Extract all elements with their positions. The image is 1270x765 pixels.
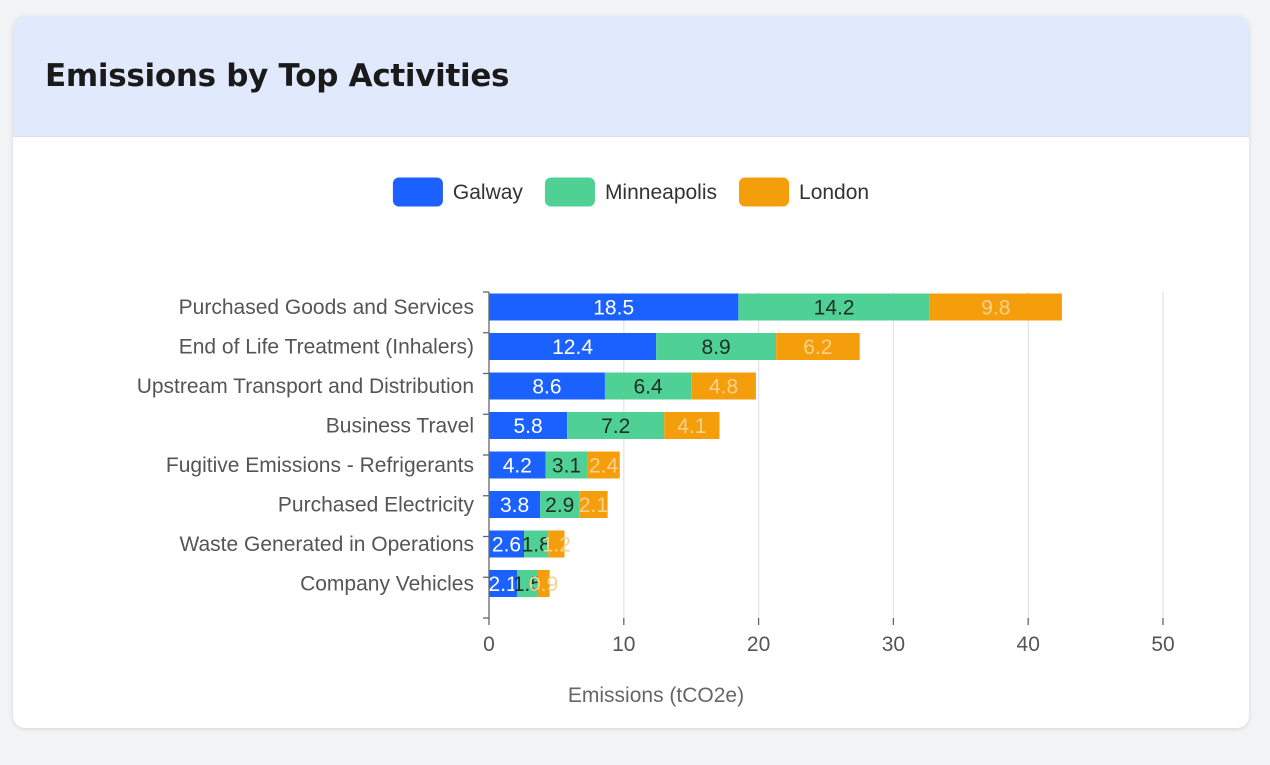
bar-group-business-travel: 5.8 7.2 4.1 xyxy=(489,412,720,439)
y-tick-label-purchased-goods-and-services: Purchased Goods and Services xyxy=(179,296,474,319)
x-axis: 0 10 20 30 40 50 xyxy=(483,618,1175,656)
bar-minneapolis-fugitive-emissions-refrigerants[interactable] xyxy=(545,451,588,479)
bar-group-fugitive-emissions-refrigerants: 4.2 3.1 2.4 xyxy=(489,451,620,479)
bar-london-fugitive-emissions-refrigerants[interactable] xyxy=(587,451,620,479)
data-label-galway-purchased-electricity: 3.8 xyxy=(500,494,529,517)
data-label-minneapolis-purchased-goods-and-services: 14.2 xyxy=(814,297,855,320)
y-tick-label-fugitive-emissions-refrigerants: Fugitive Emissions - Refrigerants xyxy=(166,454,474,477)
bar-group-purchased-electricity: 3.8 2.9 2.1 xyxy=(489,491,608,518)
y-tick-label-company-vehicles: Company Vehicles xyxy=(300,573,474,596)
bar-galway-waste-generated-in-operations[interactable] xyxy=(489,530,525,558)
bar-london-business-travel[interactable] xyxy=(664,412,720,439)
data-label-galway-purchased-goods-and-services: 18.5 xyxy=(593,297,634,320)
bar-london-purchased-goods-and-services[interactable] xyxy=(929,293,1062,321)
chart-card: Emissions by Top Activities Galway Minnea… xyxy=(13,16,1249,728)
y-tick-label-business-travel: Business Travel xyxy=(326,415,474,438)
bar-galway-company-vehicles[interactable] xyxy=(489,570,518,597)
data-label-minneapolis-business-travel: 7.2 xyxy=(601,415,630,438)
bar-galway-purchased-electricity[interactable] xyxy=(489,491,541,518)
chart-bars: 18.5 14.2 9.8 12.4 8.9 6.2 8.6 6.4 4.8 5.8 7.2 4.1 4… xyxy=(489,293,1062,597)
data-label-minneapolis-purchased-electricity: 2.9 xyxy=(545,494,574,517)
bar-galway-business-travel[interactable] xyxy=(489,412,568,439)
data-label-london-end-of-life-treatment-inhalers: 6.2 xyxy=(803,336,832,359)
bar-minneapolis-waste-generated-in-operations[interactable] xyxy=(524,530,549,558)
bar-galway-fugitive-emissions-refrigerants[interactable] xyxy=(489,451,546,479)
legend-item-london[interactable]: London xyxy=(739,177,869,207)
bar-london-upstream-transport-and-distribution[interactable] xyxy=(691,372,756,400)
y-tick-label-purchased-electricity: Purchased Electricity xyxy=(278,494,475,517)
data-label-galway-end-of-life-treatment-inhalers: 12.4 xyxy=(552,336,593,359)
bar-london-company-vehicles[interactable] xyxy=(537,570,550,597)
x-tick-label-40: 40 xyxy=(1017,633,1040,656)
data-label-london-fugitive-emissions-refrigerants: 2.4 xyxy=(589,455,619,478)
bar-galway-purchased-goods-and-services[interactable] xyxy=(489,293,739,321)
x-tick-label-20: 20 xyxy=(747,633,770,656)
data-label-galway-waste-generated-in-operations: 2.6 xyxy=(492,534,521,557)
bar-galway-end-of-life-treatment-inhalers[interactable] xyxy=(489,333,657,360)
data-label-galway-fugitive-emissions-refrigerants: 4.2 xyxy=(503,455,532,478)
bar-minneapolis-business-travel[interactable] xyxy=(567,412,665,439)
y-axis: Purchased Goods and Services End of Life … xyxy=(137,291,490,619)
data-label-galway-upstream-transport-and-distribution: 8.6 xyxy=(532,376,561,399)
stacked-bar-chart: Galway Minneapolis London 18.5 14.2 9.8 12.4 8… xyxy=(137,177,1175,707)
data-label-london-business-travel: 4.1 xyxy=(677,415,706,438)
data-label-minneapolis-end-of-life-treatment-inhalers: 8.9 xyxy=(702,336,731,359)
x-tick-label-10: 10 xyxy=(612,633,635,656)
x-axis-label: Emissions (tCO2e) xyxy=(568,684,744,707)
bar-minneapolis-end-of-life-treatment-inhalers[interactable] xyxy=(656,333,777,360)
data-label-minneapolis-waste-generated-in-operations: 1.8 xyxy=(522,534,551,557)
bar-galway-upstream-transport-and-distribution[interactable] xyxy=(489,372,605,400)
bar-group-purchased-goods-and-services: 18.5 14.2 9.8 xyxy=(489,293,1062,321)
data-label-london-upstream-transport-and-distribution: 4.8 xyxy=(709,376,738,399)
legend-item-minneapolis[interactable]: Minneapolis xyxy=(544,177,717,207)
card-header: Emissions by Top Activities xyxy=(13,16,1249,137)
data-label-london-waste-generated-in-operations: 1.2 xyxy=(542,534,571,557)
data-label-galway-business-travel: 5.8 xyxy=(513,415,542,438)
data-label-london-company-vehicles: 0.9 xyxy=(529,573,558,596)
data-label-minneapolis-fugitive-emissions-refrigerants: 3.1 xyxy=(552,455,581,478)
data-label-london-purchased-electricity: 2.1 xyxy=(579,494,608,517)
bar-group-company-vehicles: 2.11.50.9 xyxy=(489,570,558,597)
bar-group-end-of-life-treatment-inhalers: 12.4 8.9 6.2 xyxy=(489,333,860,360)
bar-london-end-of-life-treatment-inhalers[interactable] xyxy=(776,333,860,360)
bar-group-upstream-transport-and-distribution: 8.6 6.4 4.8 xyxy=(489,372,756,400)
legend-label-minneapolis: Minneapolis xyxy=(605,181,717,204)
bar-london-waste-generated-in-operations[interactable] xyxy=(548,530,565,558)
bar-minneapolis-company-vehicles[interactable] xyxy=(517,570,538,597)
legend-swatch-minneapolis xyxy=(544,177,595,207)
data-label-minneapolis-upstream-transport-and-distribution: 6.4 xyxy=(633,376,663,399)
card-title: Emissions by Top Activities xyxy=(45,58,510,94)
legend-label-london: London xyxy=(799,181,869,204)
chart-area: Galway Minneapolis London 18.5 14.2 9.8 12.4 8… xyxy=(13,138,1249,728)
x-tick-label-0: 0 xyxy=(483,633,495,656)
data-label-minneapolis-company-vehicles: 1.5 xyxy=(513,573,542,596)
chart-legend: Galway Minneapolis London xyxy=(392,177,869,207)
y-tick-label-upstream-transport-and-distribution: Upstream Transport and Distribution xyxy=(137,375,474,398)
x-tick-label-50: 50 xyxy=(1151,633,1174,656)
data-label-london-purchased-goods-and-services: 9.8 xyxy=(981,297,1010,320)
legend-swatch-london xyxy=(739,177,790,207)
bar-minneapolis-purchased-electricity[interactable] xyxy=(540,491,580,518)
bar-london-purchased-electricity[interactable] xyxy=(579,491,608,518)
legend-swatch-galway xyxy=(392,177,443,207)
y-tick-label-end-of-life-treatment-inhalers: End of Life Treatment (Inhalers) xyxy=(179,336,474,359)
x-tick-label-30: 30 xyxy=(882,633,905,656)
y-tick-label-waste-generated-in-operations: Waste Generated in Operations xyxy=(179,533,474,556)
legend-item-galway[interactable]: Galway xyxy=(392,177,524,207)
bar-minneapolis-upstream-transport-and-distribution[interactable] xyxy=(604,372,692,400)
data-label-galway-company-vehicles: 2.1 xyxy=(489,573,518,596)
legend-label-galway: Galway xyxy=(453,181,524,204)
bar-group-waste-generated-in-operations: 2.6 1.81.2 xyxy=(489,530,571,558)
bar-minneapolis-purchased-goods-and-services[interactable] xyxy=(738,293,930,321)
